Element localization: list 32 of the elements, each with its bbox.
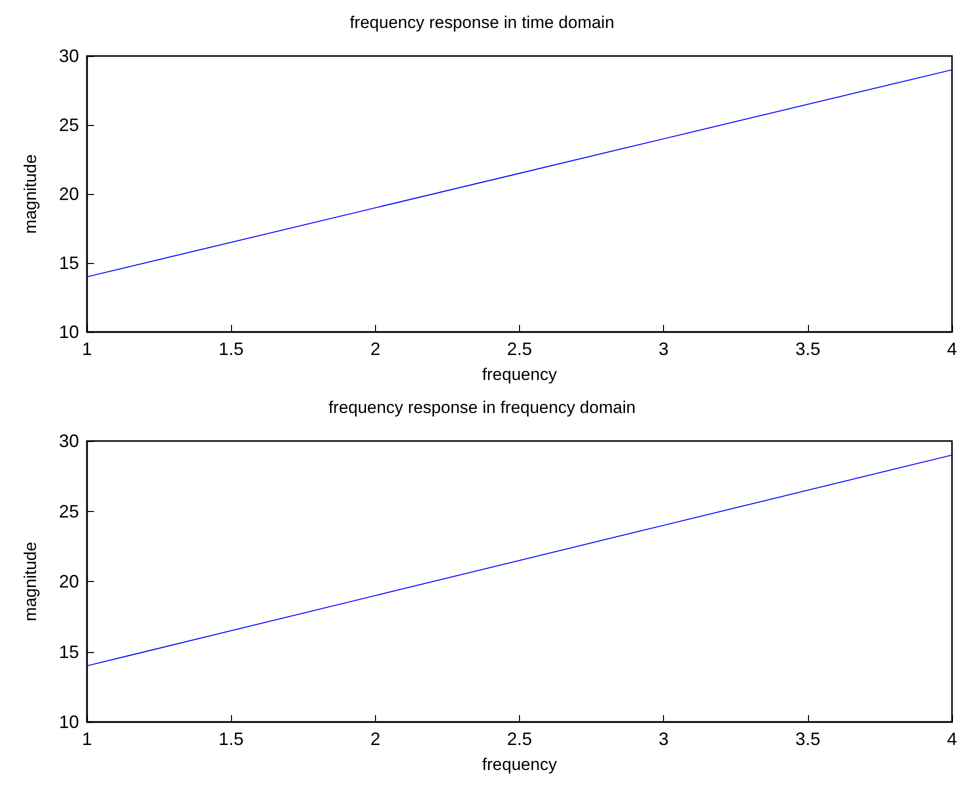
y-tick-label: 15 — [58, 253, 79, 273]
x-tick-label: 4 — [946, 339, 958, 359]
x-tick-label: 2 — [370, 729, 380, 749]
x-tick-label: 2 — [370, 339, 380, 359]
chart-title: frequency response in time domain — [350, 13, 614, 32]
x-tick-label: 1 — [82, 339, 92, 359]
x-tick-label: 3.5 — [795, 729, 820, 749]
y-tick-label: 25 — [58, 501, 79, 522]
y-tick-label: 30 — [58, 431, 79, 451]
x-tick-label: 1 — [82, 729, 92, 749]
x-tick-label: 2.5 — [506, 729, 532, 749]
x-tick-label: 3 — [658, 339, 669, 359]
line-series — [86, 454, 952, 666]
y-tick-label: 10 — [58, 712, 79, 732]
x-tick-label: 1.5 — [218, 339, 244, 359]
x-tick-label: 4 — [946, 729, 958, 749]
line-series — [86, 69, 952, 278]
x-axis-title: frequency — [482, 365, 558, 384]
x-tick-label: 1.5 — [218, 729, 244, 749]
y-tick-label: 20 — [58, 572, 79, 592]
x-axis-title: frequency — [482, 755, 558, 774]
y-tick-label: 25 — [58, 115, 79, 135]
x-tick-label: 3 — [658, 729, 669, 749]
y-tick-label: 15 — [58, 642, 79, 662]
x-tick-label: 2.5 — [506, 339, 532, 359]
y-tick-label: 10 — [58, 322, 79, 342]
y-tick-label: 20 — [58, 184, 79, 204]
y-axis-title: magnitude — [21, 154, 40, 234]
chart-title: frequency response in frequency domain — [328, 398, 636, 417]
y-tick-label: 30 — [58, 46, 79, 66]
x-tick-label: 3.5 — [795, 339, 820, 359]
y-axis-title: magnitude — [21, 542, 40, 622]
